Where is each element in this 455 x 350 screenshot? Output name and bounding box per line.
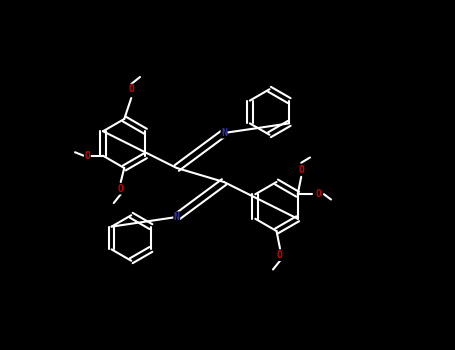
- Text: O: O: [118, 184, 124, 194]
- Text: O: O: [316, 189, 322, 199]
- Text: N: N: [174, 212, 180, 222]
- Text: O: O: [128, 84, 134, 94]
- Text: O: O: [298, 165, 304, 175]
- Text: O: O: [84, 151, 90, 161]
- Text: O: O: [277, 251, 283, 260]
- Text: N: N: [221, 128, 227, 138]
